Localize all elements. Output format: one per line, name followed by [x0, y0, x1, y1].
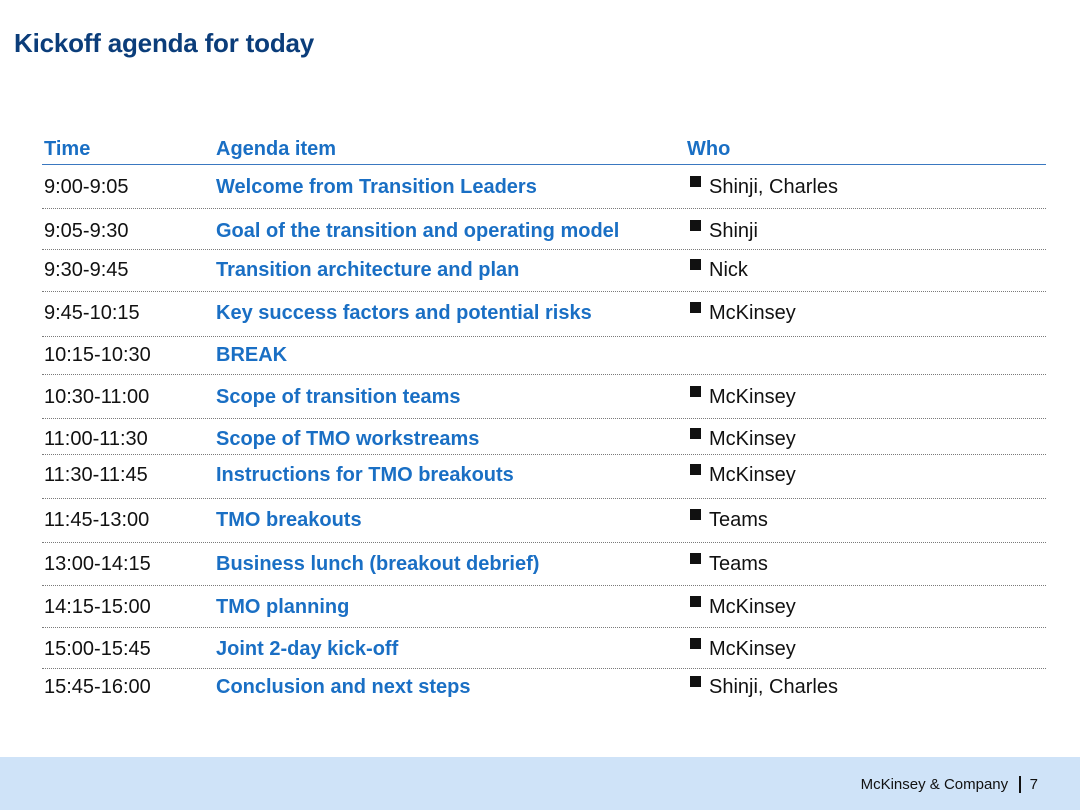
agenda-who-text: McKinsey: [709, 464, 796, 486]
square-bullet-icon: [690, 637, 701, 649]
agenda-row: 10:30-11:00 Scope of transition teams McKi…: [42, 375, 1046, 419]
agenda-row: 10:15-10:30 BREAK: [42, 337, 1046, 375]
square-bullet-icon: [690, 385, 701, 397]
agenda-row: 9:05-9:30 Goal of the transition and oper…: [42, 209, 1046, 250]
agenda-header-row: Time Agenda item Who: [42, 136, 1046, 165]
agenda-who: McKinsey: [690, 637, 796, 661]
agenda-row: 9:00-9:05 Welcome from Transition Leaders…: [42, 165, 1046, 209]
header-who: Who: [687, 138, 731, 160]
agenda-item-title: Transition architecture and plan: [216, 259, 520, 281]
agenda-who-text: Teams: [709, 553, 768, 575]
agenda-item-title: Goal of the transition and operating mod…: [216, 220, 620, 242]
footer-separator: [1019, 776, 1021, 793]
agenda-who-text: Teams: [709, 509, 768, 531]
agenda-item-title: TMO planning: [216, 596, 350, 618]
agenda-time: 9:00-9:05: [44, 176, 129, 198]
agenda-who-text: Shinji: [709, 220, 758, 242]
agenda-who: McKinsey: [690, 427, 796, 451]
agenda-who-text: McKinsey: [709, 596, 796, 618]
agenda-time: 10:15-10:30: [44, 344, 151, 366]
square-bullet-icon: [690, 258, 701, 270]
agenda-time: 11:00-11:30: [44, 428, 148, 450]
agenda-who-text: Nick: [709, 259, 748, 281]
agenda-who: McKinsey: [690, 301, 796, 325]
agenda-rows: 9:00-9:05 Welcome from Transition Leaders…: [42, 165, 1046, 705]
agenda-row: 15:00-15:45 Joint 2-day kick-off McKinsey: [42, 628, 1046, 669]
square-bullet-icon: [690, 219, 701, 231]
agenda-time: 15:45-16:00: [44, 676, 151, 698]
agenda-item-title: BREAK: [216, 344, 288, 366]
agenda-time: 11:45-13:00: [44, 509, 150, 531]
square-bullet-icon: [690, 595, 701, 607]
agenda-row: 15:45-16:00 Conclusion and next steps Shin…: [42, 669, 1046, 705]
agenda-table: Time Agenda item Who 9:00-9:05 Welcome fr…: [42, 136, 1046, 705]
agenda-row: 13:00-14:15 Business lunch (breakout debr…: [42, 543, 1046, 586]
agenda-item-title: Joint 2-day kick-off: [216, 638, 399, 660]
agenda-row: 9:45-10:15 Key success factors and potent…: [42, 292, 1046, 337]
square-bullet-icon: [690, 463, 701, 475]
agenda-who-text: McKinsey: [709, 302, 796, 324]
agenda-who: Teams: [690, 508, 768, 532]
agenda-time: 9:45-10:15: [44, 302, 140, 324]
slide-title: Kickoff agenda for today: [14, 28, 315, 58]
agenda-who: McKinsey: [690, 385, 796, 409]
square-bullet-icon: [690, 175, 701, 187]
agenda-who: McKinsey: [690, 463, 796, 487]
agenda-time: 11:30-11:45: [44, 464, 148, 486]
agenda-who-text: Shinji, Charles: [709, 676, 838, 698]
agenda-item-title: Instructions for TMO breakouts: [216, 464, 514, 486]
agenda-row: 14:15-15:00 TMO planning McKinsey: [42, 586, 1046, 628]
header-agenda-item: Agenda item: [216, 138, 337, 160]
agenda-time: 9:05-9:30: [44, 220, 129, 242]
agenda-who: Shinji, Charles: [690, 675, 838, 699]
square-bullet-icon: [690, 508, 701, 520]
agenda-who: Teams: [690, 552, 768, 576]
footer-bar: McKinsey & Company 7: [0, 757, 1080, 810]
agenda-item-title: TMO breakouts: [216, 509, 362, 531]
agenda-who-text: McKinsey: [709, 428, 796, 450]
agenda-who-text: McKinsey: [709, 638, 796, 660]
footer: McKinsey & Company 7: [861, 776, 1038, 793]
header-time: Time: [44, 138, 91, 160]
agenda-time: 13:00-14:15: [44, 553, 151, 575]
agenda-who: Shinji, Charles: [690, 175, 838, 199]
square-bullet-icon: [690, 301, 701, 313]
footer-company: McKinsey & Company: [860, 776, 1009, 793]
agenda-item-title: Business lunch (breakout debrief): [216, 553, 540, 575]
agenda-item-title: Conclusion and next steps: [216, 676, 471, 698]
square-bullet-icon: [690, 552, 701, 564]
agenda-who-text: McKinsey: [709, 386, 796, 408]
agenda-time: 10:30-11:00: [44, 386, 150, 408]
agenda-who: Nick: [690, 258, 748, 282]
agenda-row: 9:30-9:45 Transition architecture and pla…: [42, 250, 1046, 292]
agenda-row: 11:30-11:45 Instructions for TMO breakout…: [42, 455, 1046, 499]
agenda-time: 9:30-9:45: [44, 259, 129, 281]
agenda-who: Shinji: [690, 219, 758, 243]
agenda-item-title: Scope of transition teams: [216, 386, 461, 408]
agenda-time: 14:15-15:00: [44, 596, 151, 618]
square-bullet-icon: [690, 427, 701, 439]
square-bullet-icon: [690, 675, 701, 687]
page-number: 7: [1029, 776, 1038, 793]
agenda-time: 15:00-15:45: [44, 638, 151, 660]
agenda-item-title: Key success factors and potential risks: [216, 302, 592, 324]
agenda-row: 11:45-13:00 TMO breakouts Teams: [42, 499, 1046, 543]
agenda-item-title: Welcome from Transition Leaders: [216, 176, 537, 198]
agenda-row: 11:00-11:30 Scope of TMO workstreams McKin…: [42, 419, 1046, 455]
agenda-item-title: Scope of TMO workstreams: [216, 428, 480, 450]
agenda-who-text: Shinji, Charles: [709, 176, 838, 198]
agenda-who: McKinsey: [690, 595, 796, 619]
